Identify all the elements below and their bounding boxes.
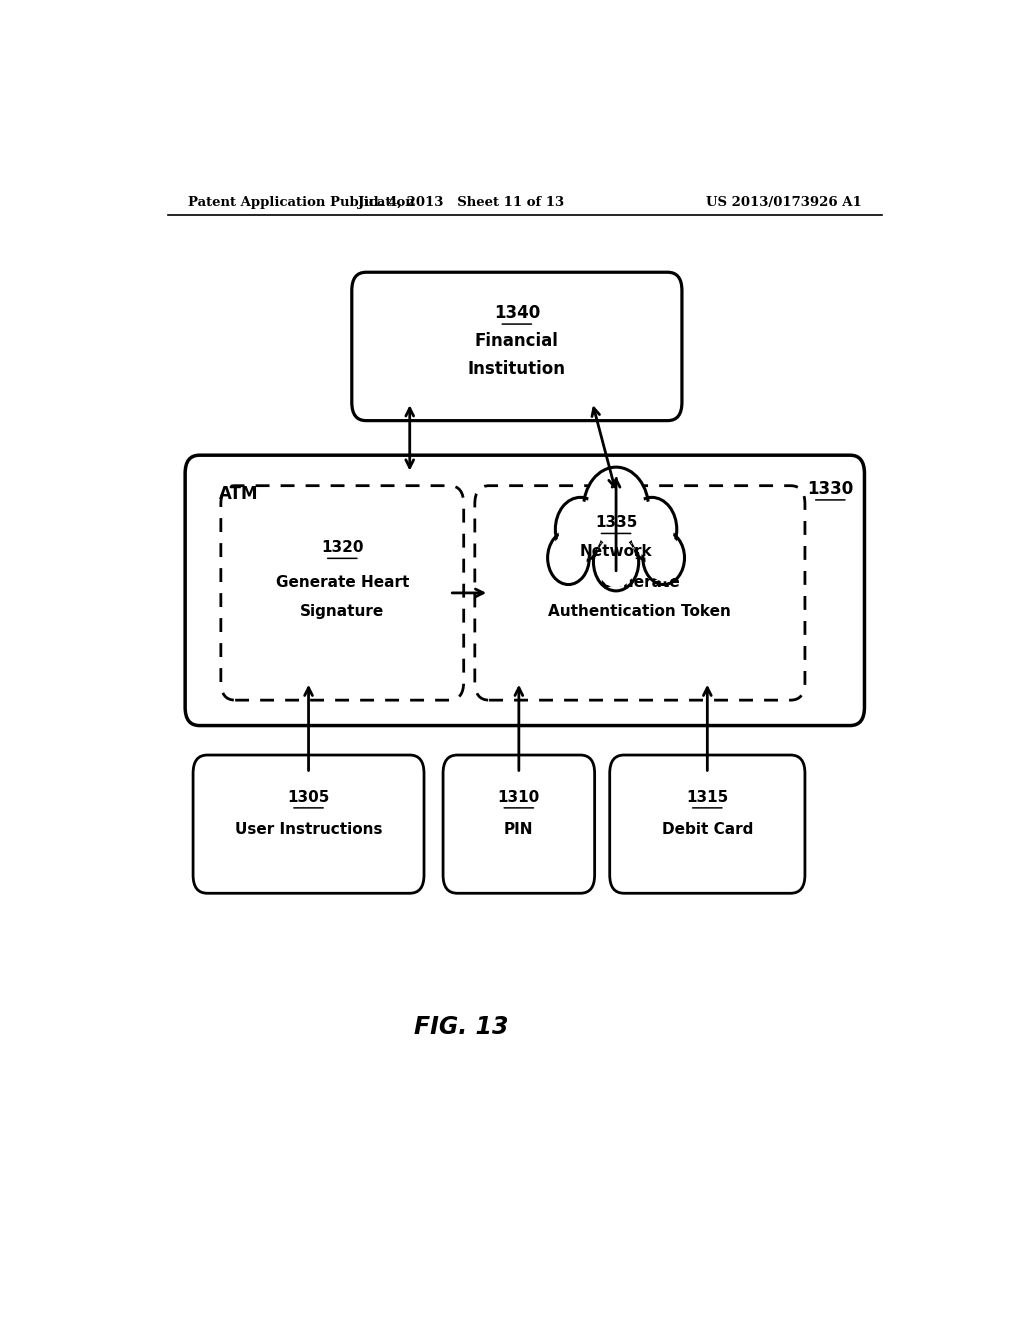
Circle shape <box>555 498 605 561</box>
Text: Generate: Generate <box>600 576 680 590</box>
FancyBboxPatch shape <box>221 486 464 700</box>
Text: Network: Network <box>580 544 652 560</box>
Circle shape <box>584 467 649 550</box>
Circle shape <box>548 531 589 585</box>
Text: US 2013/0173926 A1: US 2013/0173926 A1 <box>707 195 862 209</box>
Text: Authentication Token: Authentication Token <box>549 603 731 619</box>
Circle shape <box>594 533 639 591</box>
Text: 1335: 1335 <box>595 515 637 531</box>
Text: 1320: 1320 <box>321 540 364 556</box>
Text: 1340: 1340 <box>494 304 540 322</box>
Circle shape <box>643 531 684 585</box>
Circle shape <box>596 536 636 587</box>
FancyBboxPatch shape <box>609 755 805 894</box>
Text: FIG. 13: FIG. 13 <box>414 1015 509 1039</box>
Text: Financial: Financial <box>475 333 559 350</box>
FancyBboxPatch shape <box>185 455 864 726</box>
FancyBboxPatch shape <box>352 272 682 421</box>
Circle shape <box>587 473 645 546</box>
FancyBboxPatch shape <box>443 755 595 894</box>
Text: 1305: 1305 <box>288 789 330 805</box>
Circle shape <box>550 535 587 581</box>
Text: Generate Heart: Generate Heart <box>275 576 409 590</box>
Text: 1330: 1330 <box>807 479 853 498</box>
Text: Institution: Institution <box>468 360 566 378</box>
FancyBboxPatch shape <box>194 755 424 894</box>
Text: PIN: PIN <box>504 822 534 837</box>
Text: Jul. 4, 2013   Sheet 11 of 13: Jul. 4, 2013 Sheet 11 of 13 <box>358 195 564 209</box>
FancyBboxPatch shape <box>475 486 805 700</box>
Circle shape <box>645 535 682 581</box>
Circle shape <box>627 498 677 561</box>
Text: Patent Application Publication: Patent Application Publication <box>187 195 415 209</box>
Text: Signature: Signature <box>300 603 384 619</box>
Circle shape <box>558 502 602 557</box>
Text: ATM: ATM <box>219 484 259 503</box>
Text: 1325: 1325 <box>618 540 662 556</box>
Text: User Instructions: User Instructions <box>234 822 382 837</box>
Text: 1310: 1310 <box>498 789 540 805</box>
Circle shape <box>630 502 674 557</box>
Text: Debit Card: Debit Card <box>662 822 753 837</box>
Text: 1315: 1315 <box>686 789 728 805</box>
